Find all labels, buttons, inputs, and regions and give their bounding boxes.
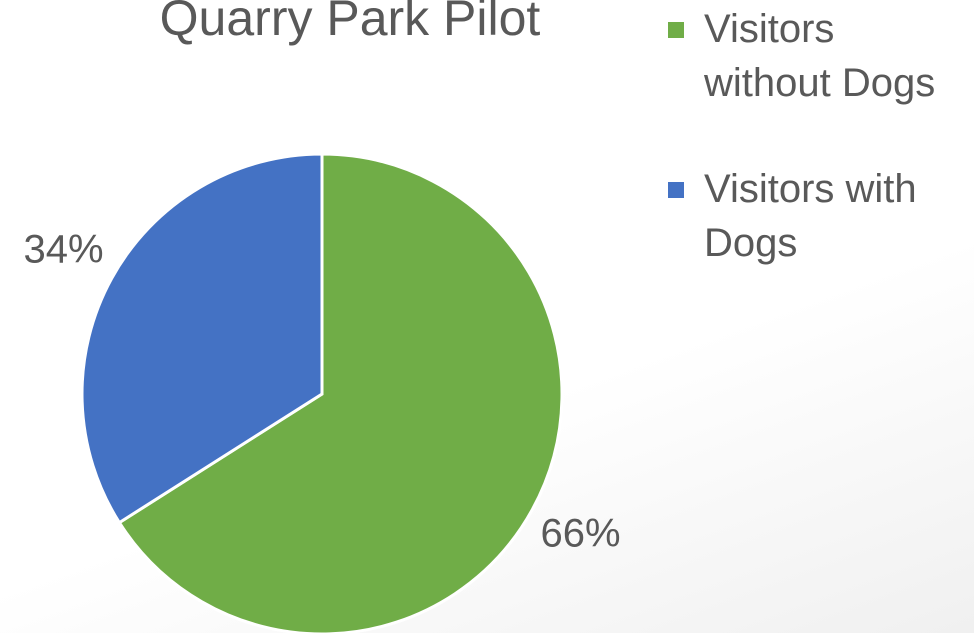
legend: Visitors without Dogs Visitors with Dogs [668, 2, 968, 322]
pie-slice [117, 152, 564, 633]
chart-title: Quarry Park Pilot [160, 0, 541, 46]
legend-label: Visitors with Dogs [704, 167, 917, 265]
data-label: 34% [23, 227, 103, 271]
legend-item: Visitors without Dogs [668, 2, 968, 110]
legend-swatch [668, 182, 684, 198]
legend-item: Visitors with Dogs [668, 162, 968, 270]
pie-slice [80, 152, 324, 525]
legend-label: Visitors without Dogs [704, 7, 936, 105]
legend-swatch [668, 22, 684, 38]
data-label: 66% [540, 512, 620, 556]
